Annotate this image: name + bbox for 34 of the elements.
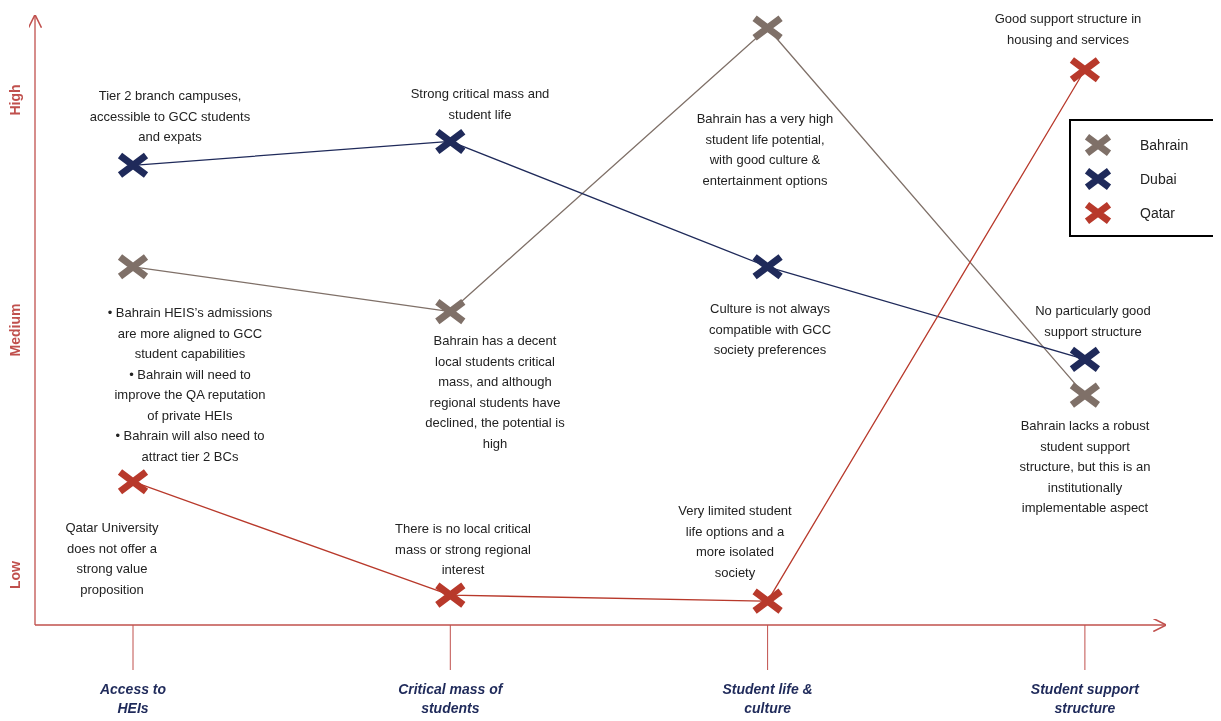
text: Low	[7, 560, 23, 589]
point	[116, 152, 150, 179]
point	[433, 581, 467, 609]
text: Medium	[7, 303, 23, 357]
x-tick-label: Student life & culture	[722, 681, 813, 716]
annotation: Tier 2 branch campuses, accessible to GCC students and expats	[89, 88, 251, 144]
point	[751, 14, 785, 42]
x-tick-label: Access to HEIs	[98, 681, 167, 716]
point	[433, 298, 467, 325]
annotation: Strong critical mass and student life	[410, 86, 550, 122]
point	[116, 468, 150, 495]
annotation: Bahrain has a very high student life potential, with good culture & entertainment options	[696, 111, 834, 188]
legend-label: Qatar	[1140, 205, 1176, 221]
annotation: Good support structure in housing and services	[994, 11, 1142, 47]
x-tick-label: Critical mass of students	[398, 681, 504, 716]
legend-label: Bahrain	[1140, 137, 1189, 153]
point	[433, 128, 467, 155]
point	[116, 253, 150, 281]
legend-label: Dubai	[1140, 171, 1177, 187]
annotation: Culture is not always compatible with GCC society preferences	[708, 301, 832, 357]
point	[1068, 381, 1102, 409]
annotation: Bahrain has a decent local students critical mass, and although regional students have declined, the potential is high	[425, 333, 566, 451]
annotation: Qatar University does not offer a strong value proposition	[65, 520, 160, 597]
text: High	[7, 84, 23, 116]
annotation: Bahrain lacks a robust student support structure, but this is an institutionally implementable aspect	[1019, 418, 1151, 515]
annotation: Very limited student life options and a more isolated society	[678, 503, 793, 580]
point	[1068, 56, 1102, 84]
annotation: • Bahrain HEIS’s admissions are more aligned to GCC student capabilities • Bahrain will need to improve the QA reputation of private HEIs • Bahrain will also need to attract tier 2 BCs	[107, 305, 273, 464]
annotation: No particularly good support structure	[1035, 303, 1151, 339]
point	[751, 587, 785, 615]
point	[1068, 346, 1102, 373]
point	[751, 253, 785, 281]
x-tick-label: Student support structure	[1030, 681, 1141, 716]
annotation: There is no local critical mass or strong regional interest	[395, 521, 532, 577]
